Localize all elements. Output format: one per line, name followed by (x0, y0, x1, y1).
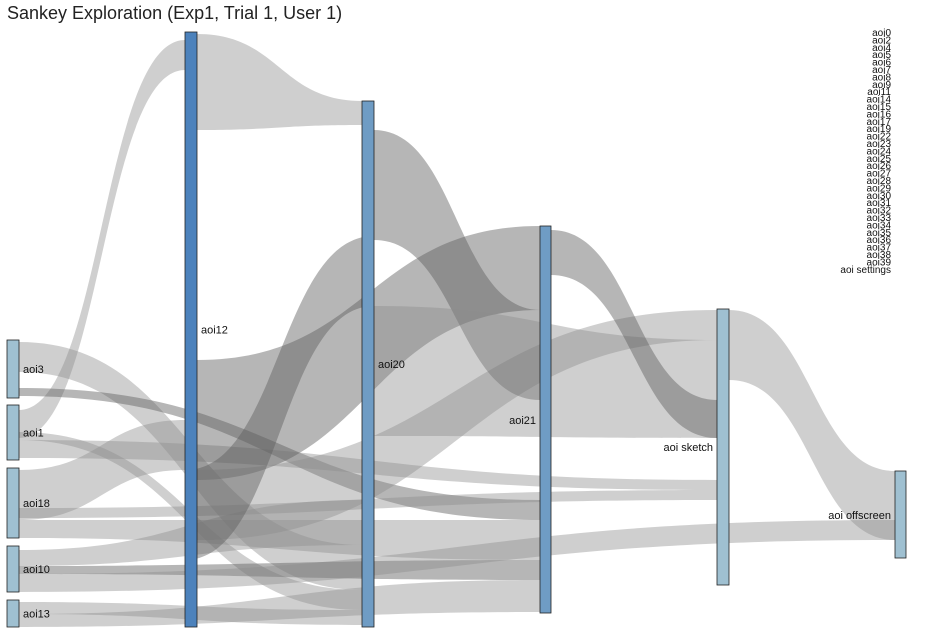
link-aoi3-to-aoi21[interactable] (19, 388, 540, 520)
unused-aoi-label: aoi24 (867, 146, 892, 157)
unused-aoi-label: aoi22 (867, 132, 892, 143)
node-aoi_sketch[interactable]: aoi sketch (663, 308, 730, 586)
unused-aoi-label: aoi35 (867, 228, 892, 239)
unused-aoi-label: aoi37 (867, 243, 892, 254)
node-bar[interactable] (894, 470, 907, 559)
node-aoi13[interactable]: aoi13 (6, 599, 50, 628)
unused-aoi-label: aoi39 (867, 257, 892, 268)
node-bar[interactable] (6, 545, 20, 593)
link-aoi12-to-aoi20[interactable] (197, 34, 362, 130)
unused-aoi-label: aoi11 (867, 87, 891, 98)
unused-aoi-label: aoi16 (867, 109, 892, 120)
node-label: aoi sketch (663, 442, 713, 454)
node-bar[interactable] (361, 100, 375, 628)
unused-aoi-label: aoi36 (867, 235, 892, 246)
node-label: aoi20 (378, 359, 405, 371)
node-label: aoi3 (23, 364, 44, 376)
link-aoi_sketch-to-aoi_offscreen[interactable] (729, 310, 895, 540)
unused-aoi-label: aoi32 (867, 206, 892, 217)
node-label: aoi1 (23, 428, 44, 440)
unused-aoi-label: aoi6 (872, 58, 891, 69)
unused-aoi-labels: aoi0aoi2aoi4aoi5aoi6aoi7aoi8aoi9aoi11aoi… (840, 28, 891, 276)
link-aoi13-to-aoi21[interactable] (19, 580, 540, 627)
node-bar[interactable] (6, 339, 20, 399)
links-layer (19, 34, 895, 627)
node-aoi12[interactable]: aoi12 (184, 31, 228, 628)
node-label: aoi10 (23, 564, 50, 576)
link-aoi10-to-aoi21[interactable] (19, 560, 540, 580)
link-aoi18-to-aoi21[interactable] (19, 520, 540, 560)
node-label: aoi13 (23, 609, 50, 621)
node-label: aoi18 (23, 498, 50, 510)
nodes-layer: aoi3 aoi1 aoi18 aoi10 aoi13 aoi12 aoi20 aoi21 ao… (6, 31, 907, 628)
unused-aoi-label: aoi33 (867, 213, 892, 224)
node-bar[interactable] (6, 467, 20, 539)
unused-aoi-label: aoi14 (867, 95, 892, 106)
node-label: aoi21 (509, 415, 536, 427)
unused-aoi-label: aoi34 (867, 220, 892, 231)
unused-aoi-label: aoi9 (872, 80, 891, 91)
node-aoi3[interactable]: aoi3 (6, 339, 44, 399)
unused-aoi-label: aoi7 (872, 65, 891, 76)
unused-aoi-label: aoi25 (867, 154, 892, 165)
unused-aoi-label: aoi26 (867, 161, 892, 172)
node-bar[interactable] (6, 599, 20, 628)
node-aoi20[interactable]: aoi20 (361, 100, 405, 628)
unused-aoi-label: aoi31 (867, 198, 892, 209)
link-aoi10-to-aoi_offscreen[interactable] (19, 520, 895, 592)
link-aoi1-to-aoi12[interactable] (19, 40, 185, 438)
unused-aoi-label: aoi38 (867, 250, 892, 261)
node-aoi10[interactable]: aoi10 (6, 545, 50, 593)
unused-aoi-label: aoi4 (872, 43, 891, 54)
unused-aoi-label: aoi23 (867, 139, 892, 150)
node-aoi18[interactable]: aoi18 (6, 467, 50, 539)
unused-aoi-label: aoi8 (872, 72, 891, 83)
unused-aoi-label: aoi28 (867, 176, 892, 187)
node-bar[interactable] (539, 225, 552, 614)
unused-aoi-label: aoi19 (867, 124, 892, 135)
node-aoi21[interactable]: aoi21 (509, 225, 552, 614)
node-bar[interactable] (184, 31, 198, 628)
node-bar[interactable] (716, 308, 730, 586)
node-label: aoi offscreen (828, 510, 891, 522)
node-bar[interactable] (6, 404, 20, 461)
unused-aoi-label: aoi15 (867, 102, 892, 113)
unused-aoi-label: aoi29 (867, 183, 892, 194)
node-aoi_offscreen[interactable]: aoi offscreen (828, 470, 907, 559)
unused-aoi-label: aoi17 (867, 117, 892, 128)
link-aoi21-to-aoi_sketch[interactable] (551, 230, 717, 438)
link-aoi20-to-aoi12[interactable] (185, 236, 374, 560)
unused-aoi-label: aoi2 (872, 35, 891, 46)
unused-aoi-label: aoi settings (840, 265, 891, 276)
link-aoi18-to-aoi12[interactable] (19, 420, 185, 520)
link-aoi12-to-aoi_sketch[interactable] (197, 310, 717, 540)
link-aoi20-to-aoi21[interactable] (374, 130, 540, 400)
unused-aoi-label: aoi27 (867, 169, 892, 180)
unused-aoi-label: aoi0 (872, 28, 891, 39)
diagram-title: Sankey Exploration (Exp1, Trial 1, User … (7, 3, 343, 23)
node-aoi1[interactable]: aoi1 (6, 404, 44, 461)
unused-aoi-label: aoi30 (867, 191, 892, 202)
node-label: aoi12 (201, 325, 228, 337)
unused-aoi-label: aoi5 (872, 50, 891, 61)
